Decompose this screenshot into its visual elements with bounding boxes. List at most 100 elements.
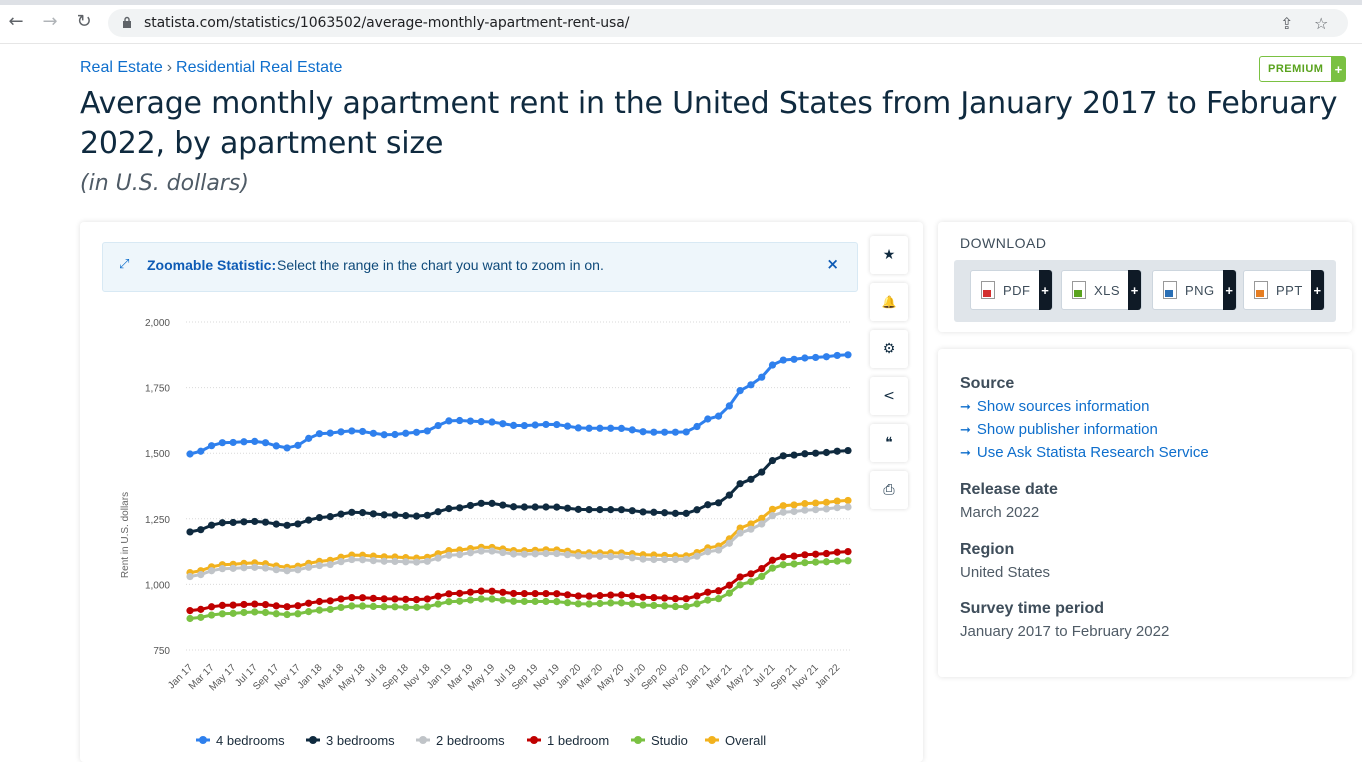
data-point bbox=[305, 434, 313, 442]
breadcrumb-item-residential[interactable]: Residential Real Estate bbox=[176, 59, 343, 76]
zoom-message: Select the range in the chart you want t… bbox=[277, 257, 604, 273]
data-point bbox=[197, 613, 205, 621]
data-point bbox=[758, 514, 766, 522]
data-point bbox=[607, 552, 615, 561]
data-point bbox=[358, 556, 367, 564]
data-point bbox=[574, 600, 582, 608]
line-chart[interactable]: 750 1,000 1,250 1,500 1,750 2,000 Rent in U.S… bbox=[0, 300, 870, 760]
data-point bbox=[229, 601, 237, 609]
legend-item[interactable]: Studio bbox=[631, 733, 688, 748]
data-point bbox=[693, 592, 701, 600]
data-point bbox=[812, 449, 820, 457]
y-tick-label: 1,250 bbox=[145, 515, 170, 526]
tab-strip bbox=[0, 0, 1362, 5]
data-point bbox=[844, 548, 852, 556]
data-point bbox=[822, 558, 831, 566]
close-icon[interactable]: × bbox=[826, 255, 839, 273]
series-studio bbox=[186, 557, 852, 623]
data-point bbox=[833, 497, 841, 505]
data-point bbox=[704, 588, 712, 596]
legend-label: 1 bedroom bbox=[547, 733, 609, 748]
notification-button[interactable]: 🔔 bbox=[870, 283, 908, 321]
data-point bbox=[358, 509, 367, 517]
settings-button[interactable]: ⚙ bbox=[870, 330, 908, 368]
show-sources-link[interactable]: ➞ Show sources information bbox=[960, 398, 1150, 415]
print-button[interactable]: ⎙ bbox=[870, 471, 908, 509]
release-date-heading: Release date bbox=[960, 481, 1058, 498]
chart-grid bbox=[186, 321, 852, 651]
data-point bbox=[186, 614, 194, 623]
arrow-right-icon: ➞ bbox=[960, 446, 971, 461]
download-pdf-button[interactable]: PDF + bbox=[970, 270, 1053, 310]
download-png-button[interactable]: PNG + bbox=[1152, 270, 1237, 310]
data-point bbox=[434, 508, 442, 516]
back-icon[interactable]: ← bbox=[8, 11, 24, 32]
data-point bbox=[369, 602, 377, 611]
share-button[interactable]: < bbox=[870, 377, 908, 415]
data-point bbox=[704, 596, 712, 604]
legend-marker bbox=[199, 736, 207, 744]
data-point bbox=[596, 599, 604, 608]
chart-legend: 4 bedrooms 3 bedrooms 2 bedrooms 1 bedroom S… bbox=[196, 733, 766, 748]
data-point bbox=[326, 429, 334, 437]
ask-statista-link[interactable]: ➞ Use Ask Statista Research Service bbox=[960, 444, 1209, 461]
legend-item[interactable]: 3 bedrooms bbox=[306, 733, 395, 748]
data-point bbox=[466, 588, 475, 596]
data-point bbox=[553, 590, 561, 598]
data-point bbox=[423, 595, 431, 603]
data-point bbox=[596, 506, 604, 514]
data-point bbox=[218, 565, 226, 573]
plus-icon: + bbox=[1038, 270, 1052, 310]
bookmark-star-icon[interactable]: ☆ bbox=[1314, 14, 1329, 33]
data-point bbox=[790, 552, 798, 560]
data-point bbox=[402, 603, 410, 611]
data-point bbox=[574, 592, 582, 600]
data-point bbox=[251, 437, 259, 445]
data-point bbox=[402, 429, 410, 437]
data-point bbox=[358, 594, 367, 602]
legend-marker bbox=[530, 736, 538, 744]
premium-label: PREMIUM bbox=[1268, 63, 1324, 75]
cite-button[interactable]: ❝ bbox=[870, 424, 908, 462]
share-page-icon[interactable]: ⇪ bbox=[1280, 14, 1294, 33]
premium-badge[interactable]: PREMIUM + bbox=[1259, 56, 1347, 82]
data-point bbox=[812, 558, 820, 566]
survey-period-heading: Survey time period bbox=[960, 600, 1105, 617]
data-point bbox=[499, 501, 507, 509]
data-point bbox=[628, 600, 636, 608]
data-point bbox=[423, 511, 431, 519]
data-point bbox=[186, 528, 194, 536]
forward-icon[interactable]: → bbox=[42, 11, 58, 32]
show-publisher-link[interactable]: ➞ Show publisher information bbox=[960, 421, 1158, 438]
data-point bbox=[628, 426, 636, 434]
star-icon: ★ bbox=[882, 247, 896, 263]
data-point bbox=[337, 558, 345, 566]
legend-item[interactable]: Overall bbox=[705, 733, 766, 748]
url-text[interactable]: statista.com/statistics/1063502/average-… bbox=[144, 15, 630, 31]
reload-icon[interactable]: ↻ bbox=[76, 11, 92, 32]
legend-item[interactable]: 1 bedroom bbox=[527, 733, 609, 748]
series-line bbox=[189, 498, 849, 575]
data-point bbox=[240, 518, 248, 526]
data-point bbox=[477, 587, 485, 595]
data-point bbox=[704, 548, 712, 556]
data-point bbox=[531, 589, 539, 598]
data-point bbox=[456, 589, 464, 597]
address-bar[interactable] bbox=[108, 9, 1348, 37]
data-point bbox=[736, 529, 744, 537]
download-ppt-button[interactable]: PPT + bbox=[1243, 270, 1325, 310]
download-xls-button[interactable]: XLS + bbox=[1061, 270, 1143, 310]
data-point bbox=[456, 416, 464, 425]
data-point bbox=[380, 603, 388, 611]
data-point bbox=[434, 554, 442, 562]
data-point bbox=[207, 567, 216, 575]
survey-period-value: January 2017 to February 2022 bbox=[960, 623, 1170, 640]
breadcrumb-item-real-estate[interactable]: Real Estate bbox=[80, 59, 163, 76]
favorite-button[interactable]: ★ bbox=[870, 236, 908, 274]
data-point bbox=[240, 564, 248, 572]
legend-item[interactable]: 4 bedrooms bbox=[196, 733, 285, 748]
legend-item[interactable]: 2 bedrooms bbox=[416, 733, 505, 748]
data-point bbox=[542, 420, 550, 429]
data-point bbox=[369, 594, 377, 602]
